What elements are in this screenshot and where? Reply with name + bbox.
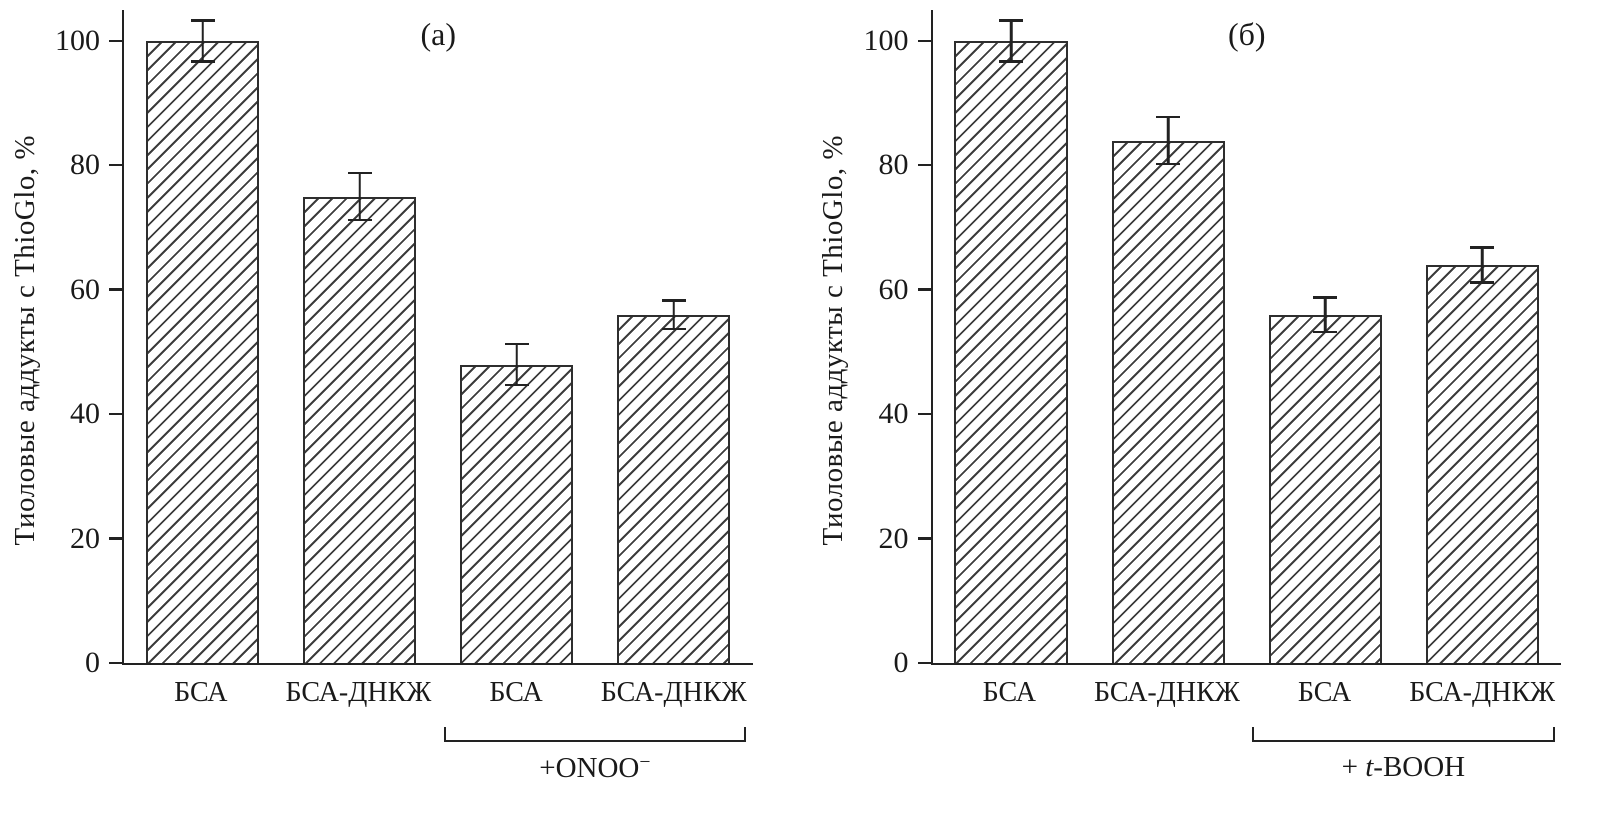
x-axis-labels: БСА БСА-ДНКЖ БСА БСА-ДНКЖ <box>931 665 1562 721</box>
error-bar-cap-bottom <box>661 327 686 331</box>
error-bar-cap-top <box>661 299 686 302</box>
group-annotation-label: + t-BOOH <box>1342 751 1466 784</box>
y-tick-mark <box>917 661 933 664</box>
y-axis-label: Тиоловые аддукты с ThioGlo, % <box>8 134 41 546</box>
error-bar-cap-bottom <box>504 383 529 387</box>
error-bar-cap-top <box>999 19 1024 22</box>
y-tick-mark <box>917 412 933 416</box>
error-bar-cap-bottom <box>999 60 1024 63</box>
annotation-segment: + <box>1341 751 1366 783</box>
y-tick-mark <box>109 288 124 291</box>
panel-b: Тиоловые аддукты с ThioGlo, % (б) 0 20 40 6… <box>809 10 1617 824</box>
y-tick-mark <box>109 661 124 664</box>
x-tick-label: БСА <box>1297 677 1352 708</box>
y-tick-label: 0 <box>85 646 100 679</box>
plot-column: (а) 0 20 40 60 80 100 БСА БСА-ДНКЖ БСА БСА-ДНКЖ … <box>55 10 753 824</box>
annotation-segment: − <box>639 751 651 773</box>
error-bar <box>1313 296 1338 334</box>
bar <box>954 41 1068 663</box>
y-tick-label: 100 <box>863 24 909 58</box>
y-tick-label: 60 <box>70 272 100 306</box>
y-tick-label: 20 <box>70 521 100 555</box>
error-bar-cap-bottom <box>190 60 215 63</box>
x-tick-label: БСА <box>982 677 1037 708</box>
y-tick-label: 40 <box>70 397 100 431</box>
group-annotation-label: +ONOO− <box>539 751 650 785</box>
error-bar-line <box>1009 19 1013 63</box>
plot-area: (б) 0 20 40 60 80 100 <box>864 10 1561 678</box>
y-tick-mark <box>109 412 124 416</box>
y-tick-label: 40 <box>878 397 909 431</box>
error-bar <box>504 342 529 387</box>
error-bar <box>190 19 215 63</box>
error-bar-line <box>1481 246 1484 284</box>
error-bar-line <box>201 19 204 63</box>
error-bar <box>661 299 686 331</box>
annotation-segment: -BOOH <box>1373 751 1466 783</box>
group-bracket <box>443 727 747 742</box>
error-bar <box>347 171 372 222</box>
y-tick-label: 60 <box>878 272 909 306</box>
y-tick-mark <box>917 288 933 291</box>
error-bar-cap-top <box>190 19 215 22</box>
group-annotation-row: +ONOO− <box>122 721 753 821</box>
error-bar-line <box>1324 296 1327 334</box>
panel-label: (а) <box>420 16 457 52</box>
panel-a: Тиоловые аддукты с ThioGlo, % (а) 0 20 40 6… <box>0 10 809 824</box>
error-bar-cap-top <box>1313 296 1338 299</box>
error-bar <box>999 19 1024 63</box>
y-tick-label: 20 <box>878 521 909 555</box>
annotation-segment: +ONOO <box>539 751 640 784</box>
plot-column: (б) 0 20 40 60 80 100 БСА БСА-ДНКЖ БСА БСА-ДНКЖ … <box>864 10 1562 824</box>
y-tick-mark <box>917 163 933 167</box>
y-tick-mark <box>109 537 124 540</box>
y-axis-label: Тиоловые аддукты с ThioGlo, % <box>817 134 849 546</box>
bar <box>1268 314 1382 663</box>
plot-area: (а) 0 20 40 60 80 100 <box>55 10 753 678</box>
error-bar-cap-top <box>1470 246 1495 249</box>
y-tick-label: 80 <box>878 148 909 182</box>
bar <box>460 364 574 663</box>
y-tick-label: 80 <box>70 148 100 182</box>
error-bar-line <box>1166 115 1170 166</box>
x-tick-label: БСА-ДНКЖ <box>600 677 747 708</box>
error-bar-cap-top <box>1156 115 1181 119</box>
error-bar-cap-bottom <box>1156 162 1181 166</box>
x-tick-label: БСА-ДНКЖ <box>1094 677 1240 708</box>
error-bar-line <box>672 299 676 331</box>
x-tick-label: БСА-ДНКЖ <box>285 677 432 708</box>
x-tick-label: БСА-ДНКЖ <box>1409 677 1556 708</box>
error-bar <box>1470 246 1495 284</box>
bar <box>303 196 417 663</box>
bar <box>145 41 260 663</box>
group-annotation-row: + t-BOOH <box>931 721 1562 821</box>
error-bar-cap-bottom <box>1470 281 1495 284</box>
y-tick-mark <box>109 39 124 43</box>
error-bar-cap-bottom <box>347 218 372 222</box>
bar <box>1425 264 1539 663</box>
annotation-segment: t <box>1365 751 1374 783</box>
error-bar-line <box>515 342 519 387</box>
y-tick-mark <box>917 537 933 540</box>
y-tick-label: 0 <box>893 646 909 679</box>
error-bar-cap-top <box>504 342 529 346</box>
bar <box>617 314 731 663</box>
bar <box>1111 140 1225 663</box>
x-tick-label: БСА <box>489 677 543 708</box>
x-tick-label: БСА <box>174 677 228 708</box>
y-axis-label-column: Тиоловые аддукты с ThioGlo, % <box>809 10 859 670</box>
y-tick-mark <box>109 163 124 167</box>
y-tick-label: 100 <box>55 24 100 58</box>
error-bar-cap-top <box>347 171 372 175</box>
error-bar-line <box>358 171 361 222</box>
error-bar <box>1156 115 1181 166</box>
y-axis-label-column: Тиоловые аддукты с ThioGlo, % <box>0 10 50 670</box>
panel-label: (б) <box>1227 16 1266 52</box>
x-axis-labels: БСА БСА-ДНКЖ БСА БСА-ДНКЖ <box>122 665 753 721</box>
y-tick-mark <box>917 39 933 43</box>
group-bracket <box>1252 727 1555 742</box>
error-bar-cap-bottom <box>1313 330 1338 334</box>
